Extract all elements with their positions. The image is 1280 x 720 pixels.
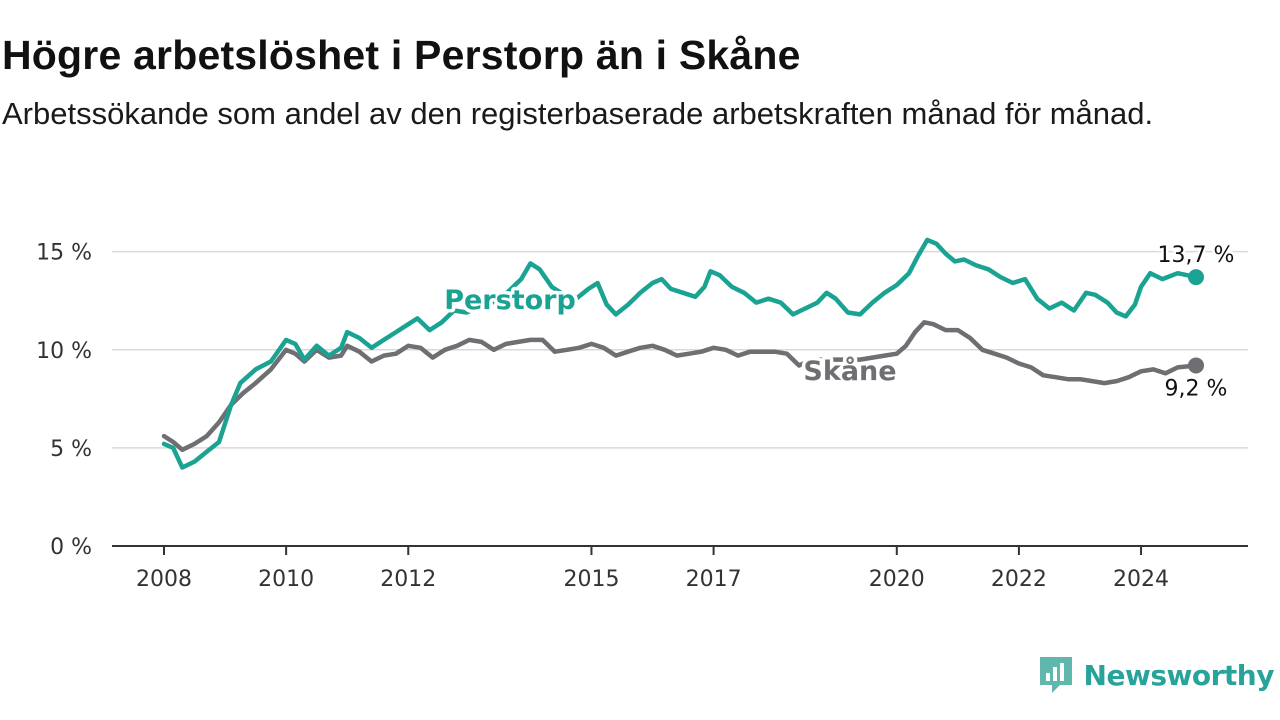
- brand-name: Newsworthy: [1083, 658, 1275, 692]
- x-axis-ticks: 2008 2010 2012 2015 2017 2020 2022 2024: [136, 546, 1169, 592]
- x-tick-label: 2008: [136, 567, 192, 592]
- newsworthy-brand: Newsworthy: [1038, 653, 1275, 697]
- series-lines: [161, 237, 1199, 470]
- series-line-perstorp: [161, 237, 1199, 470]
- end-marker-perstorp: [1188, 269, 1204, 286]
- newsworthy-logo-icon: [1039, 657, 1072, 693]
- x-tick-label: 2012: [380, 567, 436, 592]
- y-tick-label: 0 %: [50, 535, 92, 560]
- series-label-perstorp: Perstorp: [444, 285, 576, 316]
- x-tick-label: 2024: [1113, 567, 1169, 592]
- gridlines: [112, 250, 1248, 449]
- y-tick-label: 10 %: [36, 339, 92, 364]
- x-tick-label: 2020: [869, 567, 925, 592]
- end-marker-skane: [1188, 357, 1204, 374]
- x-tick-label: 2015: [563, 567, 619, 592]
- y-tick-label: 5 %: [50, 437, 92, 462]
- x-tick-label: 2017: [686, 567, 742, 592]
- series-labels: Perstorp Skåne: [441, 282, 900, 391]
- y-axis-ticks: 0 % 5 % 10 % 15 %: [36, 241, 92, 560]
- series-line-skane: [161, 320, 1199, 453]
- chart-subtitle: Arbetssökande som andel av den registerb…: [2, 96, 1154, 131]
- series-label-skane: Skåne: [803, 355, 896, 387]
- x-tick-label: 2010: [258, 567, 314, 592]
- y-tick-label: 15 %: [36, 241, 92, 266]
- end-value-label: 13,7 %: [1158, 243, 1235, 268]
- chart-title: Högre arbetslöshet i Perstorp än i Skåne: [2, 32, 801, 78]
- end-value-label: 9,2 %: [1165, 376, 1228, 401]
- end-markers: 13,7 % 9,2 %: [1155, 241, 1237, 404]
- x-tick-label: 2022: [991, 567, 1047, 592]
